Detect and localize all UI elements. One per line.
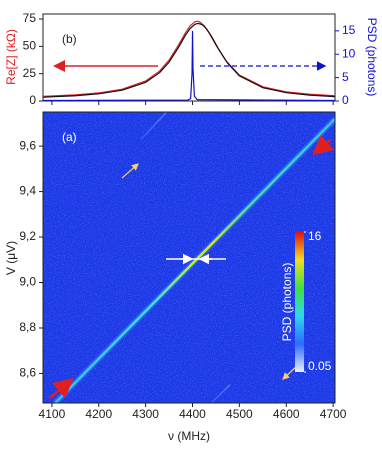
trace — [210, 384, 231, 403]
colorbar-title: PSD (photons) — [280, 263, 294, 342]
y-tick-label: 9,4 — [19, 184, 36, 198]
y-tick-label: 9,2 — [19, 229, 36, 243]
y-tick-label: 9,0 — [19, 275, 36, 289]
panel-label: (b) — [62, 32, 77, 46]
y-tick-label: 0 — [29, 93, 36, 107]
x-tick-label: 4200 — [85, 407, 112, 421]
arrow — [121, 163, 139, 179]
series-line — [42, 20, 336, 97]
y-axis-title: V (μV) — [4, 241, 18, 275]
trace — [54, 117, 335, 403]
y-tick-label: 9,6 — [19, 138, 36, 152]
y-tick-label: 8,8 — [19, 320, 36, 334]
x-tick-label: 4600 — [273, 407, 300, 421]
colorbar-tick-label: 0.05 — [308, 359, 332, 373]
heatmap-noise — [43, 112, 335, 403]
panel-a: (a) PSD (photons) ν (MHz) V (μV) 4100 420… — [4, 111, 347, 443]
x-tick-label: 4300 — [132, 407, 159, 421]
plot-frame — [42, 111, 336, 404]
y-tick-label: 75 — [23, 11, 37, 25]
arrow — [282, 365, 298, 380]
panel-b: (b) Re[Z] (kΩ) PSD (photons) 0 25 50 75 0 5 10… — [4, 11, 379, 107]
x-axis-title: ν (MHz) — [168, 429, 210, 443]
x-tick-label: 4700 — [320, 407, 347, 421]
y-tick-label: 50 — [23, 39, 37, 53]
y-axis-title: Re[Z] (kΩ) — [4, 29, 18, 85]
series-line — [42, 30, 336, 102]
y-tick-label: 25 — [23, 66, 37, 80]
y2-tick-label: 0 — [342, 93, 349, 107]
x-tick-label: 4400 — [179, 407, 206, 421]
trace — [140, 112, 168, 140]
x-tick-label: 4100 — [39, 407, 66, 421]
series-line — [42, 22, 336, 98]
colorbar — [295, 232, 304, 372]
x-tick-label: 4500 — [226, 407, 253, 421]
colorbar-tick-label: 16 — [308, 229, 322, 243]
arrow — [49, 377, 74, 399]
arrow — [312, 134, 334, 156]
y2-tick-label: 15 — [342, 23, 356, 37]
y-tick-label: 8,6 — [19, 366, 36, 380]
y2-tick-label: 10 — [342, 46, 356, 60]
y2-axis-title: PSD (photons) — [365, 18, 379, 97]
panel-label: (a) — [62, 130, 77, 144]
y2-tick-label: 5 — [342, 70, 349, 84]
heatmap-traces — [53, 112, 335, 403]
plot-frame — [42, 13, 336, 102]
